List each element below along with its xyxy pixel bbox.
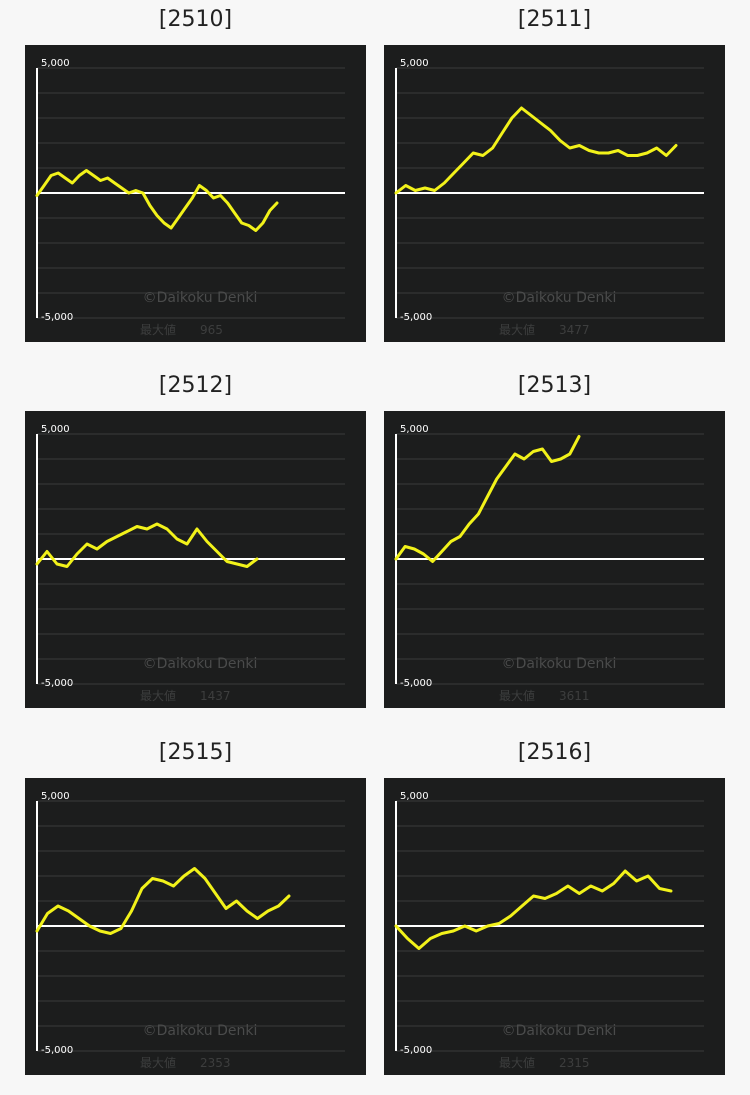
y-tick-label-min: -5,000: [41, 678, 73, 689]
watermark-text: ©Daikoku Denki: [143, 290, 258, 306]
series-line: [35, 169, 279, 232]
max-value-number: 2315: [559, 1056, 590, 1070]
max-value-label: 最大値: [499, 322, 535, 337]
y-tick-label-max: 5,000: [400, 424, 429, 435]
y-tick-label-max: 5,000: [41, 791, 70, 802]
y-tick-label-max: 5,000: [400, 58, 429, 69]
max-value-label: 最大値: [140, 688, 176, 703]
y-tick-label-max: 5,000: [41, 424, 70, 435]
slump-graph-panel: 5,000 -5,000 ©Daikoku Denki 最大値 3611: [384, 411, 725, 708]
watermark-text: ©Daikoku Denki: [143, 1023, 258, 1039]
y-tick-label-min: -5,000: [41, 1045, 73, 1056]
y-tick-label-max: 5,000: [400, 791, 429, 802]
series-line: [394, 106, 678, 195]
y-tick-label-min: -5,000: [400, 312, 432, 323]
machine-number-label: [2515]: [158, 740, 233, 765]
watermark-text: ©Daikoku Denki: [502, 1023, 617, 1039]
y-tick-label-min: -5,000: [400, 678, 432, 689]
slump-graph-svg: 5,000 -5,000 ©Daikoku Denki 最大値 2315: [394, 791, 704, 1070]
watermark-text: ©Daikoku Denki: [502, 290, 617, 306]
max-value-label: 最大値: [499, 688, 535, 703]
max-value-label: 最大値: [140, 322, 176, 337]
slump-graph-svg: 5,000 -5,000 ©Daikoku Denki 最大値 1437: [35, 424, 345, 703]
max-value-label: 最大値: [499, 1055, 535, 1070]
max-value-number: 3477: [559, 323, 590, 337]
slump-graph-svg: 5,000 -5,000 ©Daikoku Denki 最大値 3477: [394, 58, 704, 337]
slump-graph-svg: 5,000 -5,000 ©Daikoku Denki 最大値 965: [35, 58, 345, 337]
machine-number-label: [2512]: [158, 373, 233, 398]
max-value-number: 1437: [200, 689, 231, 703]
machine-number-label: [2511]: [517, 7, 592, 32]
series-line: [35, 522, 259, 568]
machine-number-label: [2513]: [517, 373, 592, 398]
max-value-number: 965: [200, 323, 223, 337]
slump-graph-panel: 5,000 -5,000 ©Daikoku Denki 最大値 965: [25, 45, 366, 342]
machine-number-label: [2516]: [517, 740, 592, 765]
slump-graph-panel: 5,000 -5,000 ©Daikoku Denki 最大値 1437: [25, 411, 366, 708]
y-tick-label-min: -5,000: [41, 312, 73, 323]
slump-graph-panel: 5,000 -5,000 ©Daikoku Denki 最大値 2353: [25, 778, 366, 1075]
series-line: [394, 869, 673, 950]
slump-graph-svg: 5,000 -5,000 ©Daikoku Denki 最大値 3611: [394, 424, 704, 703]
slump-graph-panel: 5,000 -5,000 ©Daikoku Denki 最大値 3477: [384, 45, 725, 342]
max-value-number: 3611: [559, 689, 590, 703]
max-value-number: 2353: [200, 1056, 231, 1070]
y-tick-label-max: 5,000: [41, 58, 70, 69]
max-value-label: 最大値: [140, 1055, 176, 1070]
watermark-text: ©Daikoku Denki: [143, 656, 258, 672]
slump-graph-panel: 5,000 -5,000 ©Daikoku Denki 最大値 2315: [384, 778, 725, 1075]
watermark-text: ©Daikoku Denki: [502, 656, 617, 672]
series-line: [394, 435, 581, 563]
machine-number-label: [2510]: [158, 7, 233, 32]
series-line: [35, 867, 291, 935]
slump-graph-svg: 5,000 -5,000 ©Daikoku Denki 最大値 2353: [35, 791, 345, 1070]
y-tick-label-min: -5,000: [400, 1045, 432, 1056]
